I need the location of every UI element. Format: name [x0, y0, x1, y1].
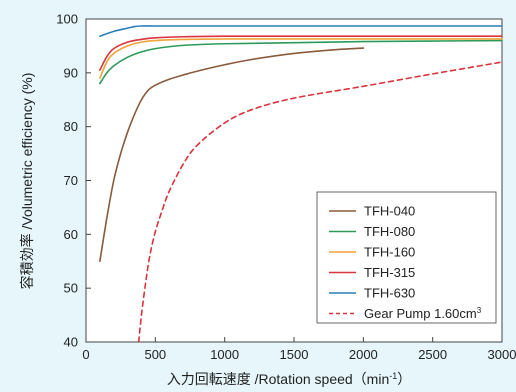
series-lines	[99, 25, 503, 343]
legend-label-main: Gear Pump 1.60cm	[364, 306, 477, 321]
series-line-tfh-630	[99, 25, 503, 38]
legend-label-main: TFH-080	[364, 224, 415, 239]
y-tick-label: 100	[56, 12, 78, 27]
series-line-tfh-040	[99, 47, 365, 263]
x-tick-label: 500	[144, 347, 166, 362]
x-axis-title: 入力回転速度 /Rotation speed（min-1）	[167, 371, 412, 387]
y-tick-label: 70	[64, 173, 78, 188]
x-axis-title-main: 入力回転速度 /Rotation speed（min	[167, 371, 390, 387]
legend-label-main: TFH-160	[364, 245, 415, 260]
legend-label-main: TFH-315	[364, 265, 415, 280]
y-tick-label: 50	[64, 281, 78, 296]
legend-label-main: TFH-040	[364, 204, 415, 219]
legend-label: Gear Pump 1.60cm3	[364, 306, 482, 321]
x-tick-label: 3000	[488, 347, 516, 362]
y-tick-label: 80	[64, 119, 78, 134]
series-line-gear-pump-1-60cm3	[137, 61, 503, 343]
series-line-tfh-160	[99, 38, 503, 80]
x-axis-title-close: ）	[397, 371, 411, 387]
y-axis-ticks: 40 50 60 70 80 90 100	[56, 12, 91, 350]
x-tick-label: 1000	[210, 347, 239, 362]
series-line-tfh-315	[99, 35, 503, 71]
x-tick-label: 2000	[349, 347, 378, 362]
legend: TFH-040 TFH-080 TFH-160 TFH-315 TFH-630 Gear …	[316, 191, 497, 324]
legend-label: TFH-630	[364, 286, 415, 301]
legend-label: TFH-315	[364, 265, 415, 280]
y-tick-label: 60	[64, 227, 78, 242]
y-tick-label: 40	[64, 335, 78, 350]
legend-label-main: TFH-630	[364, 286, 415, 301]
y-axis-title: 容積効率 /Volumetric efficiency (%)	[19, 73, 35, 290]
x-axis-ticks: 0 500 1000 1500 2000 2500 3000	[82, 337, 516, 362]
legend-label: TFH-040	[364, 204, 415, 219]
x-tick-label: 1500	[280, 347, 309, 362]
legend-label: TFH-080	[364, 224, 415, 239]
x-tick-label: 0	[82, 347, 89, 362]
series-line-tfh-080	[99, 39, 503, 85]
legend-label-sup: 3	[477, 306, 482, 315]
x-axis-title-sup: -1	[389, 371, 397, 381]
x-tick-label: 2500	[418, 347, 447, 362]
y-tick-label: 90	[64, 65, 78, 80]
legend-label: TFH-160	[364, 245, 415, 260]
legend-box	[316, 191, 497, 324]
